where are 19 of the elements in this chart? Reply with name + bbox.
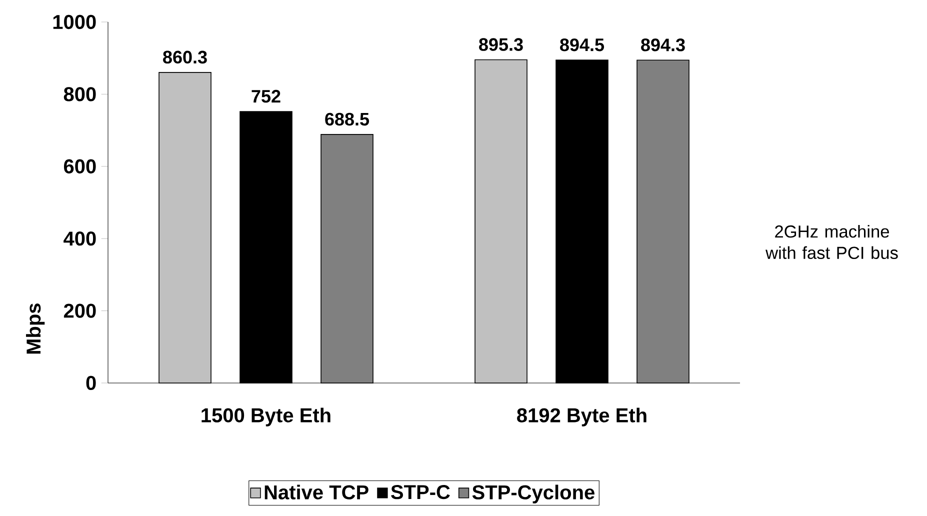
data-label: 688.5 <box>325 112 370 126</box>
y-tick-label: 800 <box>64 87 96 102</box>
y-axis-title: Mbps <box>26 304 45 354</box>
data-label: 752 <box>252 90 280 103</box>
data-label: 895.3 <box>479 38 523 51</box>
y-tick-label: 0 <box>86 376 96 390</box>
legend-label: STP-C <box>391 484 450 500</box>
text: 2GHz machine with fast PCI bus <box>766 224 898 260</box>
y-tick-label: 600 <box>64 159 96 174</box>
y-tick-label: 400 <box>64 232 96 246</box>
data-label: 894.3 <box>641 38 685 52</box>
y-tick-label: 200 <box>64 304 96 318</box>
x-tick-label: 1500 Byte Eth <box>202 408 330 426</box>
data-label: 894.5 <box>560 38 604 52</box>
data-label: 860.3 <box>163 50 207 64</box>
x-tick-label: 8192 Byte Eth <box>517 408 646 426</box>
legend-label: Native TCP <box>264 484 368 500</box>
legend-label: STP-Cyclone <box>472 484 594 504</box>
y-tick-label: 1000 <box>53 14 96 30</box>
